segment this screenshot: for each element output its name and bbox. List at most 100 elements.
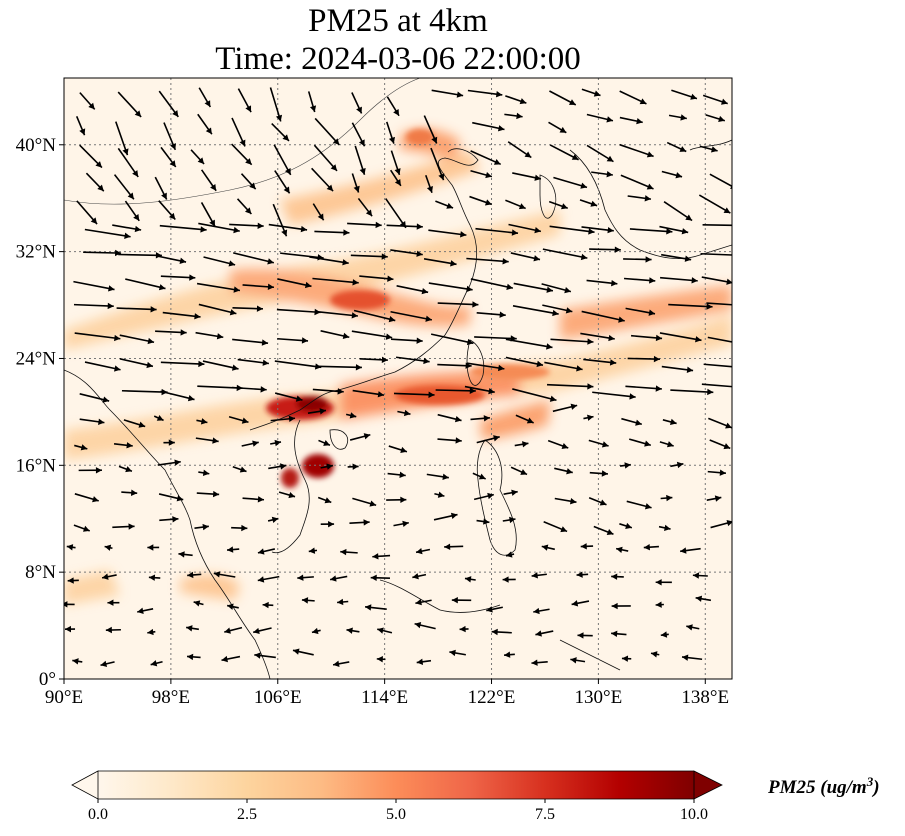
wind-arrow <box>621 655 632 662</box>
wind-arrow <box>510 252 541 262</box>
x-tick-label: 138°E <box>681 687 729 708</box>
wind-arrow <box>470 170 493 179</box>
wind-arrow <box>197 113 213 135</box>
wind-arrow <box>221 655 241 663</box>
wind-arrow <box>158 493 184 502</box>
wind-arrow <box>154 176 168 200</box>
wind-arrow <box>232 386 267 393</box>
wind-arrow <box>376 656 386 663</box>
wind-arrow <box>388 445 408 453</box>
wind-arrow <box>277 337 309 344</box>
wind-arrow <box>535 630 554 637</box>
wind-arrow <box>434 491 445 498</box>
wind-arrow <box>159 224 207 233</box>
wind-arrow <box>163 122 177 151</box>
wind-arrow <box>195 331 224 340</box>
wind-arrow <box>85 172 105 192</box>
wind-arrow <box>428 229 467 238</box>
wind-arrow <box>314 229 350 236</box>
wind-arrow <box>226 603 239 610</box>
wind-arrow <box>515 414 534 424</box>
wind-arrow <box>178 551 193 558</box>
wind-arrow <box>237 88 252 113</box>
wind-arrow <box>423 257 457 267</box>
y-tick-label: 32°N <box>16 242 57 263</box>
y-tick-label: 16°N <box>16 455 57 476</box>
wind-arrow <box>709 439 731 450</box>
wind-arrow <box>611 573 624 580</box>
wind-arrow <box>470 150 502 166</box>
wind-arrow <box>160 360 205 368</box>
wind-arrow <box>117 91 142 118</box>
wind-arrow <box>627 355 660 363</box>
wind-arrow <box>631 334 663 342</box>
wind-arrow <box>393 391 435 398</box>
wind-arrow <box>372 553 391 560</box>
colorbar-tick-label: 2.5 <box>237 806 257 823</box>
y-tick-label: 0° <box>39 669 56 690</box>
wind-arrow <box>548 121 567 134</box>
wind-arrow <box>390 150 401 176</box>
wind-arrow <box>196 282 241 293</box>
wind-arrow <box>428 282 473 293</box>
wind-arrow <box>661 170 683 179</box>
wind-arrow <box>544 361 583 372</box>
wind-arrow <box>611 602 631 610</box>
wind-arrow <box>533 607 550 615</box>
wind-arrow <box>670 461 684 469</box>
wind-arrow <box>307 91 317 113</box>
wind-arrow <box>157 459 181 466</box>
wind-arrow <box>505 551 515 558</box>
wind-arrow <box>415 598 432 606</box>
wind-arrow <box>308 547 318 554</box>
wind-arrow <box>437 301 479 308</box>
wind-arrow <box>543 521 568 533</box>
wind-arrow <box>625 307 656 316</box>
wind-arrow <box>272 203 288 237</box>
wind-arrow <box>435 387 476 395</box>
x-tick-label: 98°E <box>152 687 190 708</box>
wind-arrow <box>695 595 712 602</box>
wind-arrow <box>550 338 594 345</box>
wind-arrow <box>351 122 366 147</box>
wind-arrow <box>390 169 402 187</box>
wind-arrow <box>112 523 135 530</box>
wind-arrow <box>117 147 139 178</box>
wind-arrow <box>67 577 79 584</box>
wind-arrow <box>660 494 673 502</box>
wind-arrow <box>74 444 88 451</box>
wind-arrow <box>514 441 529 448</box>
colorbar-ticks: 0.0 2.5 5.0 7.5 10.0 <box>88 799 708 823</box>
wind-arrow <box>660 631 669 638</box>
wind-arrow <box>708 417 732 429</box>
wind-arrow <box>370 574 390 582</box>
wind-arrow <box>668 303 713 310</box>
wind-arrow <box>213 571 236 578</box>
wind-arrow <box>629 438 652 447</box>
wind-arrow <box>359 275 394 282</box>
wind-arrow <box>385 121 396 144</box>
wind-arrow <box>190 149 205 165</box>
wind-arrow <box>702 94 728 105</box>
wind-arrow <box>549 225 595 235</box>
wind-arrow <box>703 363 732 368</box>
wind-arrow <box>706 495 722 502</box>
wind-arrow <box>619 462 631 469</box>
wind-arrow <box>386 496 407 504</box>
wind-arrow <box>231 117 246 147</box>
wind-arrow <box>502 516 516 524</box>
wind-arrow <box>576 571 589 578</box>
wind-arrow <box>661 253 692 262</box>
wind-arrow <box>347 463 359 470</box>
wind-arrow <box>623 277 656 284</box>
wind-arrow <box>437 437 462 444</box>
wind-arrow <box>412 573 427 580</box>
wind-arrow <box>547 439 569 449</box>
wind-arrow <box>615 546 629 553</box>
wind-arrow <box>472 121 505 132</box>
wind-arrow <box>570 657 586 664</box>
wind-arrow <box>377 627 393 634</box>
wind-arrow <box>268 223 308 233</box>
wind-arrow <box>237 358 270 366</box>
